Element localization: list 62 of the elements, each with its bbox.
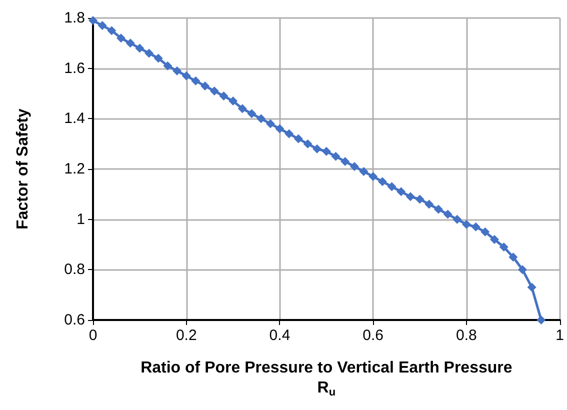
- point: [331, 152, 340, 161]
- y-tick-label: 1.4: [64, 110, 85, 128]
- y-axis-title: Factor of Safety: [14, 108, 32, 230]
- point: [182, 71, 191, 80]
- y-tick-label: 0.8: [64, 261, 85, 278]
- point: [378, 177, 387, 186]
- x-tick-label: 1: [556, 327, 564, 344]
- point: [368, 172, 378, 182]
- point: [135, 44, 144, 53]
- y-tick-label: 1.2: [64, 160, 85, 178]
- point: [452, 214, 462, 224]
- point: [247, 109, 256, 118]
- point: [527, 282, 536, 292]
- point: [536, 316, 546, 324]
- point: [266, 119, 275, 128]
- point: [275, 124, 284, 134]
- point: [172, 66, 182, 76]
- point: [471, 222, 480, 232]
- point: [350, 162, 359, 171]
- point: [480, 227, 490, 236]
- point: [294, 134, 303, 144]
- point: [107, 26, 116, 36]
- point: [219, 92, 228, 101]
- point: [200, 81, 210, 90]
- point: [228, 96, 238, 106]
- point: [154, 54, 163, 63]
- point: [359, 167, 368, 176]
- point: [434, 204, 443, 214]
- point: [387, 182, 396, 192]
- x-tick-label: 0.4: [269, 327, 290, 344]
- point: [415, 194, 424, 204]
- point: [256, 114, 266, 124]
- point: [144, 48, 154, 58]
- point: [424, 200, 434, 209]
- point: [490, 234, 499, 244]
- y-tick-label: 1.8: [64, 10, 85, 26]
- point: [163, 61, 172, 70]
- point: [210, 86, 219, 96]
- point: [191, 76, 200, 86]
- point: [126, 38, 135, 48]
- point: [499, 242, 508, 252]
- x-tick-label: 0.2: [176, 327, 197, 344]
- point: [518, 265, 527, 274]
- y-tick-label: 1.6: [64, 60, 85, 77]
- x-tick-label: 0.8: [456, 327, 477, 344]
- point: [98, 21, 107, 30]
- point: [443, 210, 452, 219]
- point: [406, 192, 415, 202]
- point: [322, 146, 331, 156]
- point: [508, 252, 518, 262]
- point: [396, 187, 406, 196]
- point: [116, 34, 126, 43]
- point: [284, 129, 294, 138]
- point: [303, 139, 312, 148]
- x-tick-label: 0.6: [362, 327, 384, 344]
- x-tick-label: 0: [88, 327, 98, 344]
- point: [462, 220, 471, 229]
- y-tick-label: 0.6: [64, 312, 85, 328]
- point: [238, 104, 247, 114]
- point: [340, 156, 350, 166]
- y-tick-label: 1: [76, 210, 85, 228]
- point: [312, 144, 322, 154]
